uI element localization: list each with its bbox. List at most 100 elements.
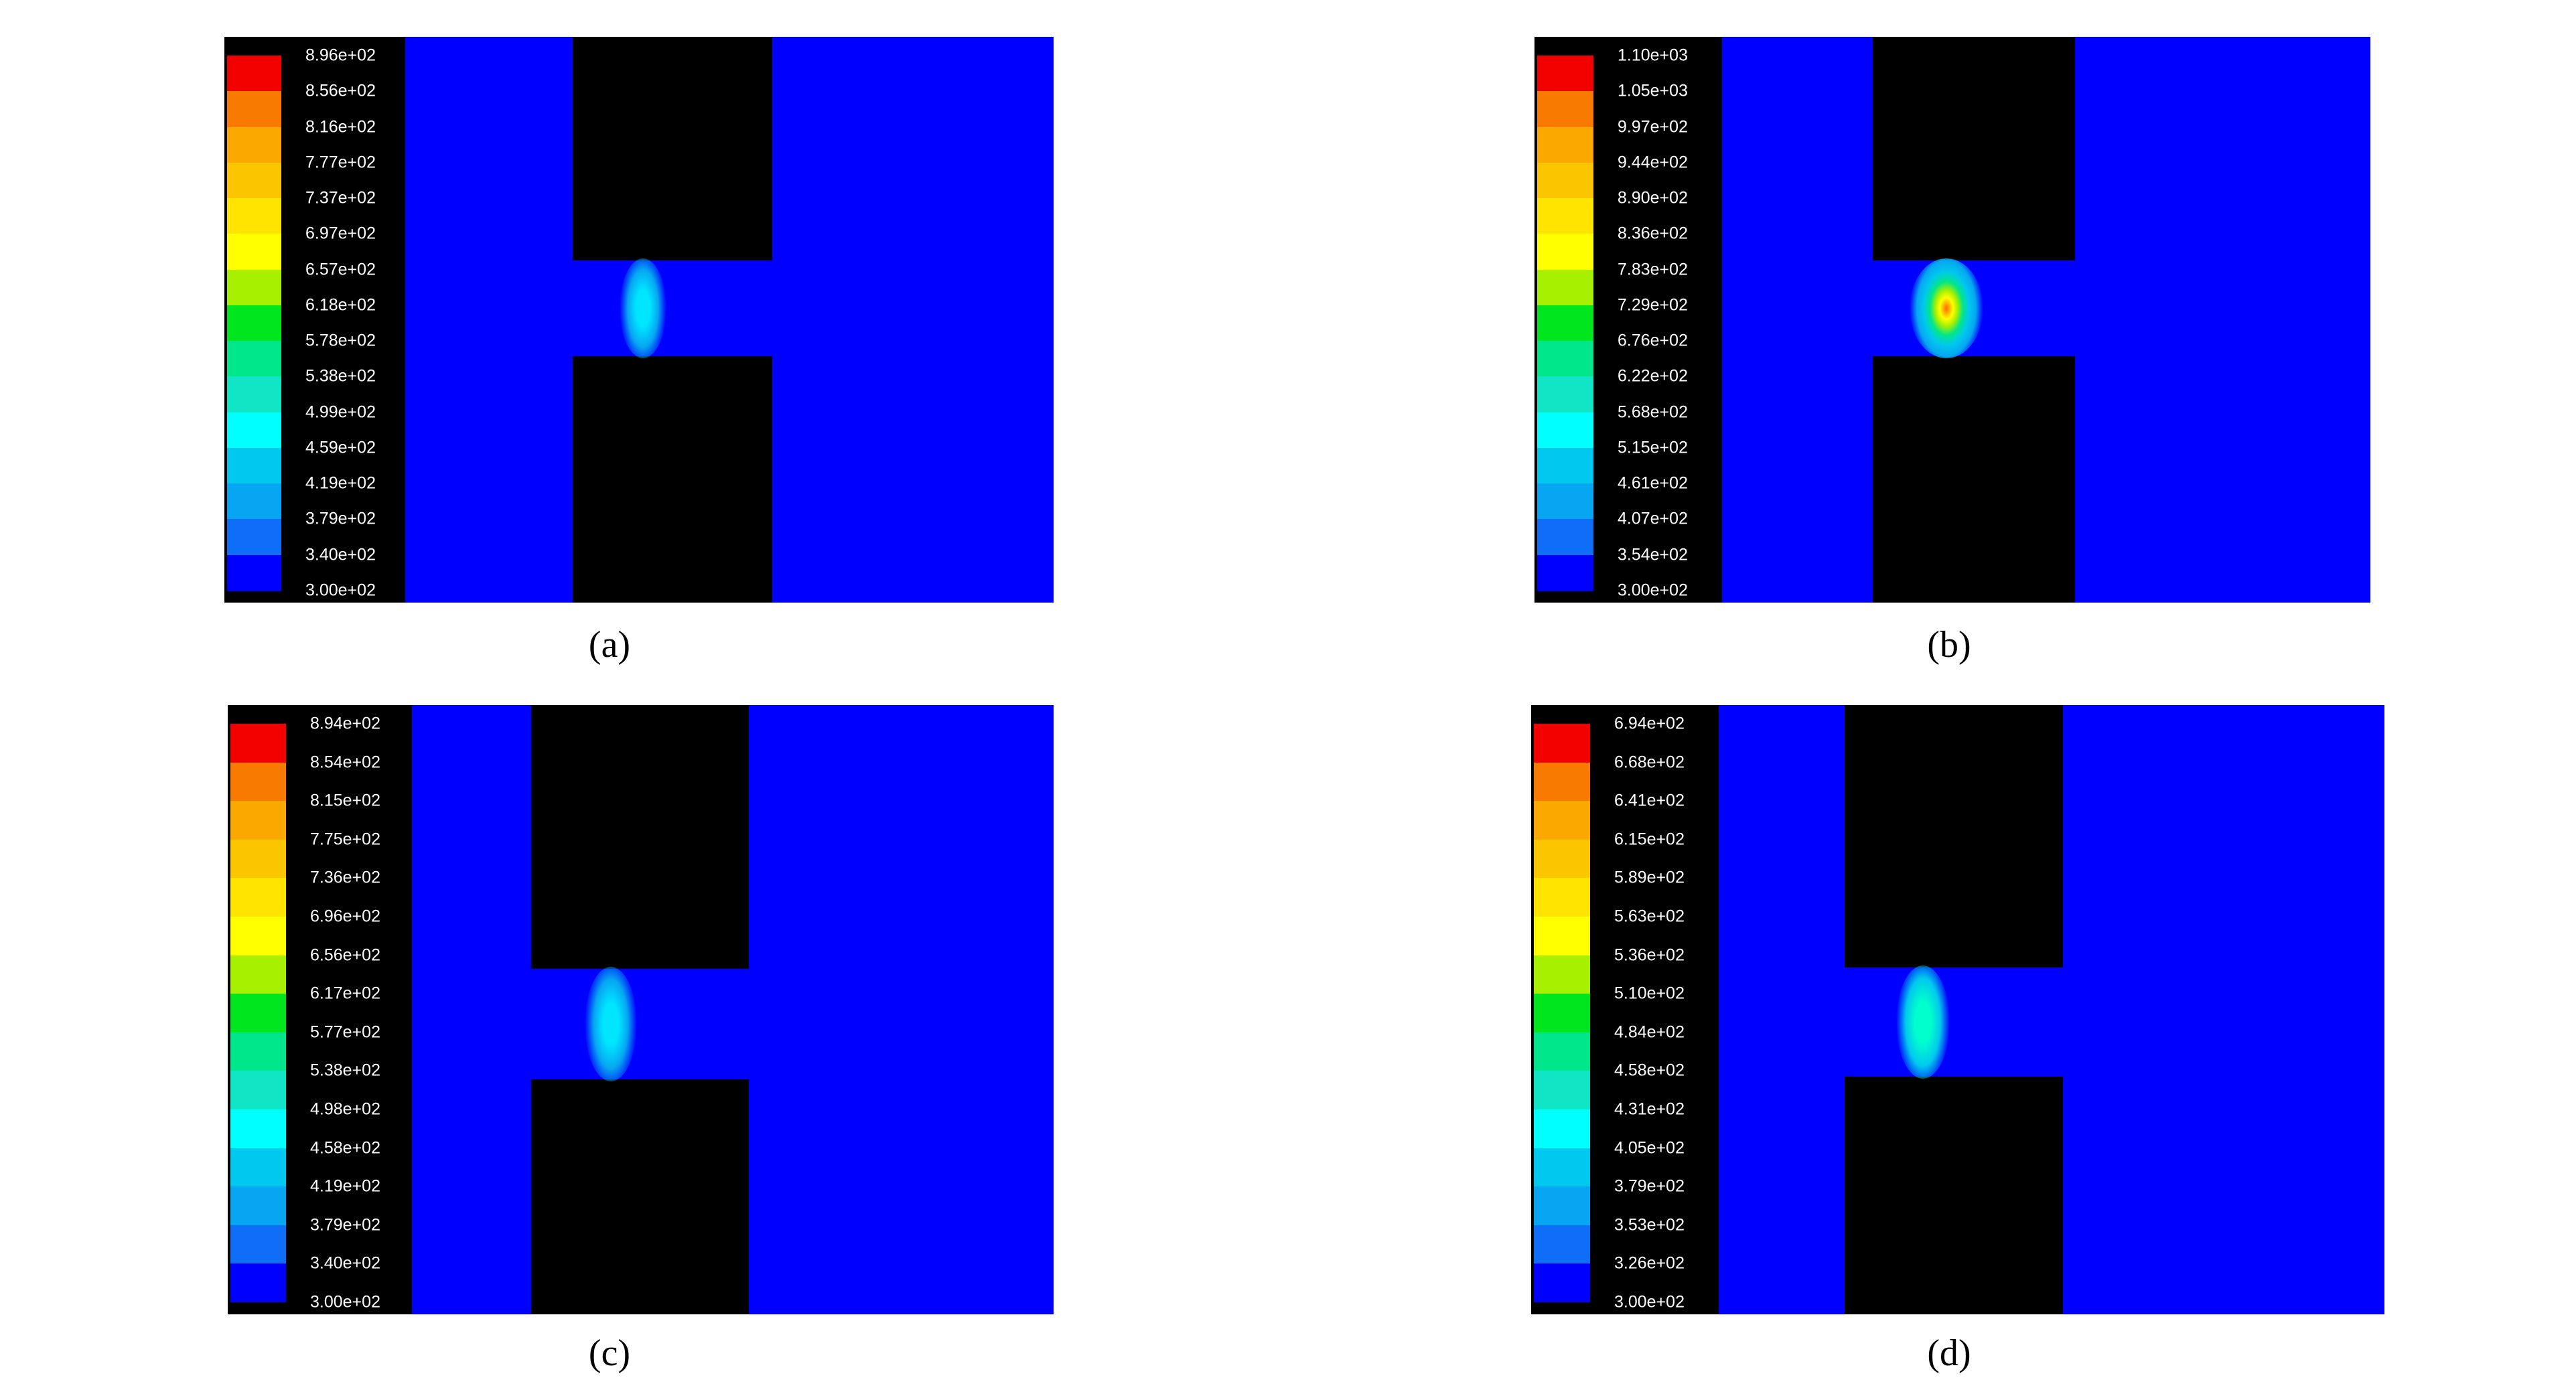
colorbar-swatch (227, 269, 281, 306)
colorbar-swatch (230, 878, 286, 917)
colorbar-tick-label: 3.00e+02 (1614, 1292, 1685, 1312)
colorbar-tick-label: 7.36e+02 (310, 868, 380, 887)
colorbar-swatch (1534, 724, 1590, 763)
colorbar-swatch (227, 483, 281, 520)
colorbar-tick-label: 4.07e+02 (1618, 509, 1688, 528)
colorbar-swatch (1537, 447, 1593, 484)
colorbar-swatch (227, 162, 281, 199)
colorbar-swatch (227, 56, 281, 92)
colorbar-swatch (1534, 839, 1590, 878)
colorbar-swatch (230, 724, 286, 763)
colorbar-tick-label: 3.79e+02 (310, 1215, 380, 1235)
colorbar-swatch (1534, 1109, 1590, 1148)
colorbar-swatch (1534, 1148, 1590, 1187)
colorbar-tick-label: 5.77e+02 (310, 1022, 380, 1042)
temperature-plume (1896, 965, 1950, 1079)
colorbar-tick-label: 8.15e+02 (310, 791, 380, 810)
colorbar-tick-label: 5.63e+02 (1614, 907, 1685, 926)
contour-panel: 8.96e+02 8.56e+02 8.16e+02 7.77e+02 7.37e+02… (224, 37, 1054, 603)
temperature-plume (620, 258, 666, 358)
colorbar-swatch (1534, 762, 1590, 801)
colorbar-tick-label: 6.96e+02 (310, 907, 380, 926)
colorbar-swatch (1537, 483, 1593, 520)
colorbar-tick-label: 3.26e+02 (1614, 1253, 1685, 1273)
colorbar-tick-label: 5.38e+02 (305, 366, 376, 386)
colorbar-tick-label: 4.58e+02 (1614, 1061, 1685, 1080)
colorbar-tick-label: 5.89e+02 (1614, 868, 1685, 887)
colorbar-swatch (230, 1109, 286, 1148)
colorbar-swatch (227, 305, 281, 341)
colorbar-legend: 1.10e+03 1.05e+03 9.97e+02 9.44e+02 8.90e+02… (1534, 37, 1722, 603)
panel-caption: (d) (1927, 1332, 1971, 1374)
colorbar-swatch (1537, 376, 1593, 413)
lower-electrode (531, 1079, 749, 1314)
upper-electrode (573, 37, 772, 260)
colorbar-tick-label: 6.68e+02 (1614, 753, 1685, 772)
colorbar-tick-label: 8.36e+02 (1618, 224, 1688, 243)
colorbar-tick-label: 4.98e+02 (310, 1099, 380, 1119)
colorbar-swatch (227, 519, 281, 556)
colorbar-swatch (1534, 1263, 1590, 1303)
colorbar-tick-label: 5.15e+02 (1618, 438, 1688, 457)
colorbar-tick-label: 6.97e+02 (305, 224, 376, 243)
temperature-plume (585, 967, 637, 1081)
colorbar-swatch (230, 994, 286, 1033)
colorbar-swatch (1537, 91, 1593, 128)
colorbar-swatch (227, 91, 281, 128)
colorbar-tick-label: 6.22e+02 (1618, 366, 1688, 386)
panel-caption: (c) (588, 1332, 631, 1374)
colorbar-tick-label: 6.17e+02 (310, 984, 380, 1003)
colorbar-swatch (230, 917, 286, 955)
colorbar-tick-label: 7.29e+02 (1618, 295, 1688, 315)
colorbar-swatch (1534, 955, 1590, 994)
colorbar-tick-label: 3.00e+02 (305, 581, 376, 600)
temperature-plume (1910, 258, 1983, 358)
lower-electrode (1873, 356, 2075, 603)
colorbar-tick-label: 8.54e+02 (310, 753, 380, 772)
colorbar-swatch (1537, 269, 1593, 306)
colorbar-swatch (227, 127, 281, 163)
upper-electrode (1845, 705, 2063, 968)
colorbar-tick-label: 1.05e+03 (1618, 81, 1688, 100)
colorbar-tick-label: 7.83e+02 (1618, 260, 1688, 279)
colorbar-swatch (1537, 56, 1593, 92)
panel-caption: (a) (588, 624, 631, 666)
colorbar-swatch (1534, 1225, 1590, 1264)
contour-panel: 1.10e+03 1.05e+03 9.97e+02 9.44e+02 8.90e+02… (1534, 37, 2370, 603)
colorbar-legend: 8.94e+02 8.54e+02 8.15e+02 7.75e+02 7.36e+02… (228, 705, 412, 1314)
colorbar-swatch (1534, 1186, 1590, 1226)
colorbar-swatch (1537, 554, 1593, 591)
colorbar-tick-label: 3.00e+02 (1618, 581, 1688, 600)
colorbar-tick-label: 3.40e+02 (310, 1253, 380, 1273)
colorbar-tick-label: 8.90e+02 (1618, 188, 1688, 208)
colorbar-swatch (230, 1186, 286, 1226)
colorbar-tick-label: 4.59e+02 (305, 438, 376, 457)
colorbar-tick-label: 5.10e+02 (1614, 984, 1685, 1003)
colorbar-swatch (230, 955, 286, 994)
colorbar-swatch (230, 1032, 286, 1071)
colorbar-swatch (227, 234, 281, 270)
colorbar-legend: 6.94e+02 6.68e+02 6.41e+02 6.15e+02 5.89e+02… (1531, 705, 1719, 1314)
colorbar-swatch (227, 554, 281, 591)
colorbar-tick-label: 3.79e+02 (305, 509, 376, 528)
colorbar-tick-label: 5.78e+02 (305, 331, 376, 350)
colorbar-tick-label: 4.61e+02 (1618, 473, 1688, 493)
colorbar-swatch (230, 1071, 286, 1110)
contour-panel: 8.94e+02 8.54e+02 8.15e+02 7.75e+02 7.36e+02… (228, 705, 1054, 1314)
colorbar-swatch (1534, 878, 1590, 917)
colorbar-legend: 8.96e+02 8.56e+02 8.16e+02 7.77e+02 7.37e+02… (224, 37, 405, 603)
colorbar-swatch (230, 1225, 286, 1264)
colorbar-tick-label: 3.53e+02 (1614, 1215, 1685, 1235)
colorbar-tick-label: 9.44e+02 (1618, 153, 1688, 172)
colorbar-swatch (230, 801, 286, 840)
colorbar-swatch (227, 412, 281, 449)
colorbar-tick-label: 3.79e+02 (1614, 1176, 1685, 1196)
colorbar-tick-label: 8.56e+02 (305, 81, 376, 100)
colorbar-swatch (227, 447, 281, 484)
colorbar-swatch (1534, 994, 1590, 1033)
colorbar-swatch (1537, 341, 1593, 378)
colorbar-swatch (1537, 162, 1593, 199)
colorbar-swatch (1537, 519, 1593, 556)
colorbar-tick-label: 5.38e+02 (310, 1061, 380, 1080)
colorbar-tick-label: 4.31e+02 (1614, 1099, 1685, 1119)
